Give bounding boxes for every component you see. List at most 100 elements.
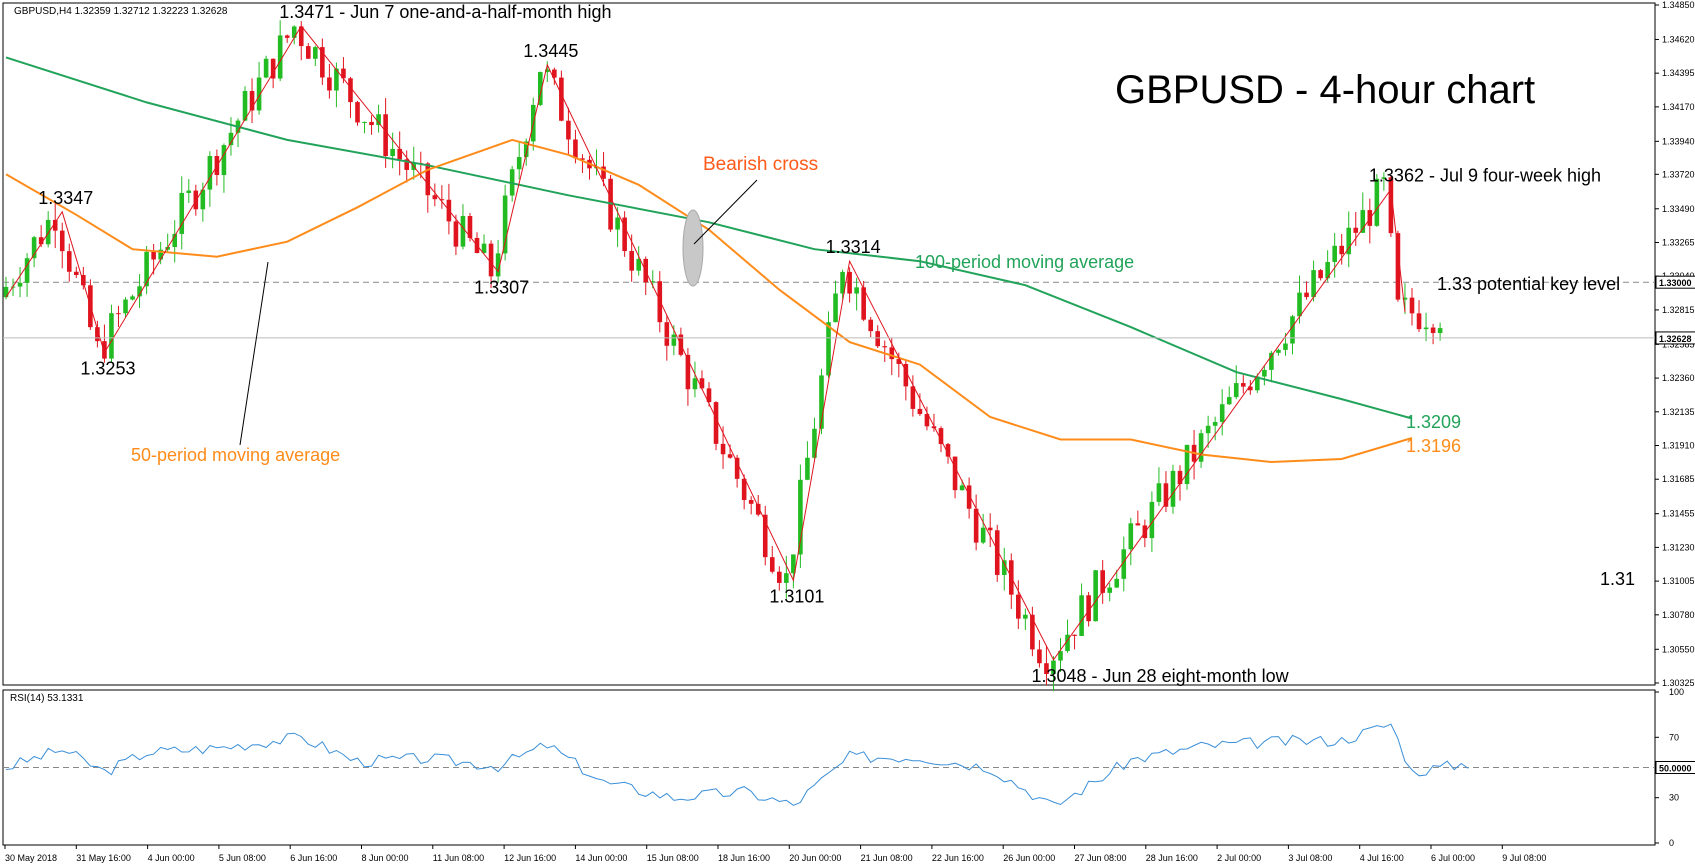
- y-tick-label: 1.33940: [1662, 136, 1695, 146]
- y-tick-label: 1.31455: [1662, 509, 1695, 519]
- x-tick-label: 21 Jun 08:00: [861, 853, 913, 863]
- x-tick-label: 4 Jun 00:00: [148, 853, 195, 863]
- candle-body: [1395, 233, 1401, 300]
- x-tick-label: 14 Jun 00:00: [575, 853, 627, 863]
- x-tick-label: 31 May 16:00: [76, 853, 131, 863]
- x-tick-label: 15 Jun 08:00: [647, 853, 699, 863]
- candle-body: [755, 503, 761, 515]
- candle-body: [629, 251, 634, 271]
- y-tick-label: 1.30780: [1662, 610, 1695, 620]
- candle-body: [1262, 369, 1267, 377]
- candle-body: [390, 148, 395, 156]
- candle-body: [566, 120, 571, 140]
- rsi-y-tick-label: 70: [1669, 732, 1679, 742]
- candle-body: [179, 192, 185, 234]
- rsi-y-tick-label: 0: [1669, 838, 1674, 848]
- candle-body: [24, 258, 30, 283]
- candle-body: [256, 77, 262, 111]
- candle-body: [397, 148, 402, 160]
- candle-body: [523, 141, 529, 158]
- x-tick-label: 9 Jul 08:00: [1502, 853, 1546, 863]
- price-y-axis: 1.34850 1.34620 1.34395 1.34170 1.33940 1.337…: [1655, 0, 1695, 688]
- candle-body: [1072, 634, 1077, 636]
- candle-body: [910, 386, 916, 409]
- candle-body: [1339, 245, 1344, 255]
- candle-body: [369, 121, 374, 126]
- candle-body: [144, 251, 149, 287]
- candle-body: [1163, 483, 1169, 507]
- candle-body: [1030, 614, 1035, 650]
- x-tick-label: 26 Jun 00:00: [1003, 853, 1055, 863]
- candle-body: [1240, 383, 1246, 387]
- key-level-badge-text: 1.33000: [1659, 278, 1692, 288]
- candle-body: [1107, 587, 1113, 593]
- candle-body: [1177, 470, 1183, 485]
- candle-body: [362, 121, 367, 123]
- candle-body: [1304, 292, 1309, 298]
- candle-body: [1226, 397, 1232, 405]
- candle-body: [615, 217, 620, 230]
- candle-body: [1248, 386, 1253, 391]
- candle-body: [798, 479, 803, 555]
- candle-body: [1332, 245, 1337, 262]
- candle-body: [938, 428, 944, 445]
- candle-body: [495, 253, 501, 277]
- price-annotation: 1.3307: [474, 278, 529, 298]
- candle-body: [1093, 570, 1098, 622]
- candle-body: [812, 428, 817, 458]
- y-tick-label: 1.33265: [1662, 237, 1695, 247]
- y-tick-label: 1.31230: [1662, 542, 1695, 552]
- candle-body: [432, 195, 438, 200]
- candle-body: [1205, 425, 1211, 434]
- candle-body: [95, 327, 100, 342]
- bearish-cross-pointer: [693, 179, 758, 245]
- ma100-line: [5, 56, 1413, 420]
- key-level-badge-box: [1655, 275, 1695, 289]
- candle-body: [882, 346, 888, 348]
- candle-body: [158, 249, 163, 260]
- candle-body: [833, 293, 838, 323]
- y-tick-label: 1.31910: [1662, 441, 1695, 451]
- bearish-cross-label: Bearish cross: [703, 154, 818, 175]
- x-tick-label: 18 Jun 16:00: [718, 853, 770, 863]
- candle-body: [1276, 349, 1281, 353]
- y-tick-label: 1.30325: [1662, 678, 1695, 688]
- candle-body: [3, 286, 9, 298]
- candle-body: [200, 189, 206, 210]
- candle-body: [263, 58, 269, 78]
- x-tick-label: 3 Jul 08:00: [1288, 853, 1332, 863]
- candle-body: [713, 402, 719, 444]
- ma50-value-label: 1.3196: [1406, 436, 1461, 456]
- candle-body: [453, 221, 459, 247]
- candle-body: [994, 530, 1000, 575]
- candle-body: [376, 114, 381, 126]
- candle-body: [1079, 595, 1084, 636]
- rsi-y-tick-label: 30: [1669, 793, 1679, 803]
- rsi-reference-label: 50.0000: [1659, 764, 1692, 774]
- candle-body: [868, 319, 873, 332]
- candle-body: [734, 457, 740, 479]
- candle-body: [270, 58, 276, 79]
- x-tick-label: 30 May 2018: [5, 853, 57, 863]
- candle-body: [573, 139, 578, 159]
- y-tick-label: 1.33720: [1662, 169, 1695, 179]
- y-tick-label: 1.34395: [1662, 68, 1695, 78]
- last-price-badge-text: 1.32628: [1659, 334, 1692, 344]
- level-131-label: 1.31: [1600, 569, 1635, 589]
- candle-body: [123, 299, 128, 314]
- candle-body: [291, 26, 297, 38]
- candle-body: [903, 363, 909, 387]
- candle-body: [1037, 649, 1042, 664]
- candle-body: [17, 282, 23, 287]
- candle-body: [784, 573, 789, 583]
- price-annotation: 1.3347: [38, 188, 93, 208]
- candle-body: [1318, 270, 1323, 279]
- candle-body: [924, 414, 930, 427]
- price-annotation: 1.3048 - Jun 28 eight-month low: [1031, 666, 1289, 686]
- candle-body: [861, 287, 866, 320]
- x-tick-label: 12 Jun 16:00: [504, 853, 556, 863]
- candle-body: [305, 46, 311, 59]
- time-x-axis: 30 May 2018 31 May 16:00 4 Jun 00:00 5 Jun …: [4, 845, 1546, 863]
- candle-body: [580, 158, 585, 160]
